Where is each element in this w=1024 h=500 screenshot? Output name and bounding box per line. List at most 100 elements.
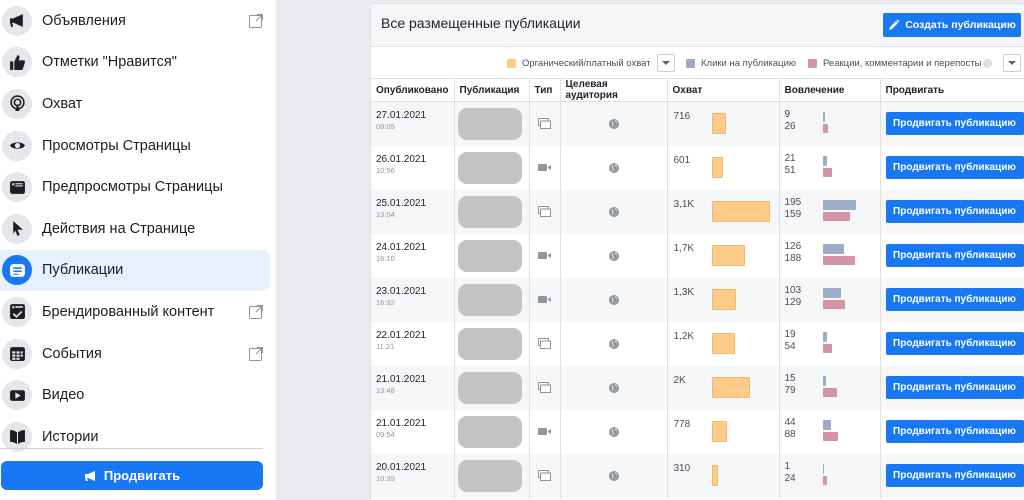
- engagement-cell: 44 88: [779, 409, 881, 454]
- sidebar-item-0[interactable]: Объявления: [0, 0, 276, 42]
- info-icon[interactable]: i: [983, 59, 993, 68]
- sidebar-item-10[interactable]: Истории: [0, 416, 276, 458]
- table-row[interactable]: 27.01.2021 08:05 716 9 26 Продвигать публикац…: [371, 101, 1024, 146]
- table-row[interactable]: 26.01.2021 10:56 601 21 51 Продвигать публика…: [371, 145, 1024, 190]
- card-header: Все размещенные публикации Создать публи…: [371, 4, 1024, 47]
- engagement-dropdown[interactable]: [1003, 54, 1021, 72]
- post-thumbnail[interactable]: [457, 459, 522, 492]
- boost-post-button[interactable]: Продвигать публикацию: [885, 332, 1024, 355]
- branded-content-icon: [2, 296, 32, 327]
- reactions-bar: [822, 124, 828, 133]
- reach-dropdown[interactable]: [657, 54, 675, 72]
- promote-button[interactable]: Продвигать: [1, 461, 263, 490]
- reach-bar: [711, 156, 723, 178]
- audience-cell: [560, 145, 668, 190]
- table-row[interactable]: 22.01.2021 11:21 1,2K 19 54 Продвигать публик…: [371, 321, 1024, 366]
- post-cell[interactable]: [454, 277, 530, 322]
- post-thumbnail[interactable]: [457, 327, 522, 360]
- globe-icon: [566, 382, 662, 393]
- publish-date: 22.01.2021: [376, 330, 427, 341]
- clicks-bar: [822, 331, 827, 342]
- publish-time: 16:32: [376, 298, 395, 307]
- col-published[interactable]: Опубликовано: [371, 79, 455, 102]
- published-cell: 27.01.2021 08:05: [371, 101, 455, 146]
- audience-cell: [560, 409, 668, 454]
- sidebar-item-4[interactable]: Предпросмотры Страницы: [0, 166, 276, 208]
- table-row[interactable]: 24.01.2021 16:10 1,7K 126 188 Продвигать публ…: [371, 233, 1024, 278]
- post-thumbnail[interactable]: [457, 371, 522, 404]
- boost-post-button[interactable]: Продвигать публикацию: [885, 156, 1024, 179]
- post-cell[interactable]: [454, 321, 530, 366]
- boost-post-button[interactable]: Продвигать публикацию: [885, 376, 1024, 399]
- post-thumbnail[interactable]: [457, 239, 522, 272]
- post-cell[interactable]: [454, 101, 530, 146]
- table-row[interactable]: 21.01.2021 09:54 778 44 88 Продвигать публика…: [371, 409, 1024, 454]
- create-post-button[interactable]: Создать публикацию: [883, 13, 1021, 37]
- post-thumbnail[interactable]: [457, 283, 522, 316]
- post-cell[interactable]: [454, 453, 530, 498]
- clicks-value: 1: [784, 460, 791, 472]
- publish-time: 10:39: [376, 474, 395, 483]
- external-link-icon[interactable]: [248, 304, 264, 320]
- engagement-cell: 9 26: [779, 101, 881, 146]
- audience-cell: [560, 101, 668, 146]
- col-engagement[interactable]: Вовлечение: [779, 79, 881, 102]
- boost-post-button[interactable]: Продвигать публикацию: [885, 464, 1024, 487]
- reach-bar: [711, 244, 745, 266]
- type-cell: [529, 321, 561, 366]
- table-row[interactable]: 25.01.2021 13:04 3,1K 195 159 Продвигать публ…: [371, 189, 1024, 234]
- reach-cell: 3,1K: [667, 189, 780, 234]
- globe-icon: [566, 206, 662, 217]
- boost-post-button[interactable]: Продвигать публикацию: [885, 244, 1024, 267]
- post-cell[interactable]: [454, 409, 530, 454]
- sidebar-item-1[interactable]: Отметки "Нравится": [0, 42, 276, 84]
- type-cell: [529, 277, 561, 322]
- post-cell[interactable]: [454, 145, 530, 190]
- col-audience[interactable]: Целевая аудитория: [560, 79, 668, 102]
- sidebar-item-8[interactable]: События: [0, 333, 276, 375]
- boost-post-button[interactable]: Продвигать публикацию: [885, 288, 1024, 311]
- published-cell: 21.01.2021 13:48: [371, 365, 455, 410]
- table-row[interactable]: 20.01.2021 10:39 310 1 24 Продвигать публикац…: [371, 453, 1024, 498]
- reach-bar: [711, 288, 736, 310]
- external-link-icon[interactable]: [248, 346, 264, 362]
- boost-post-button[interactable]: Продвигать публикацию: [885, 112, 1024, 136]
- table-row[interactable]: 23.01.2021 16:32 1,3K 103 129 Продвигать публ…: [371, 277, 1024, 322]
- sidebar-item-label: Предпросмотры Страницы: [42, 179, 223, 196]
- reach-value: 2K: [673, 374, 686, 386]
- album-icon: [535, 338, 555, 349]
- sidebar-item-3[interactable]: Просмотры Страницы: [0, 125, 276, 167]
- boost-post-button[interactable]: Продвигать публикацию: [885, 200, 1024, 223]
- post-thumbnail[interactable]: [457, 415, 522, 448]
- boost-post-button[interactable]: Продвигать публикацию: [885, 420, 1024, 443]
- clicks-value: 44: [784, 416, 796, 428]
- sidebar-item-5[interactable]: Действия на Странице: [0, 208, 276, 250]
- reactions-bar: [822, 167, 832, 177]
- post-cell[interactable]: [454, 189, 530, 234]
- post-thumbnail[interactable]: [457, 151, 522, 184]
- sidebar-item-6[interactable]: Публикации: [0, 249, 270, 292]
- sidebar-item-7[interactable]: Брендированный контент: [0, 291, 276, 333]
- sidebar-item-2[interactable]: Охват: [0, 83, 276, 125]
- external-link-icon[interactable]: [248, 13, 264, 29]
- reactions-value: 51: [784, 164, 796, 176]
- publish-time: 16:10: [376, 254, 395, 263]
- audience-cell: [560, 277, 668, 322]
- boost-cell: Продвигать публикацию: [880, 409, 1024, 454]
- publish-date: 24.01.2021: [376, 242, 427, 253]
- col-reach[interactable]: Охват: [667, 79, 780, 102]
- publish-time: 13:04: [376, 210, 395, 219]
- post-thumbnail[interactable]: [457, 107, 522, 140]
- type-cell: [529, 365, 561, 410]
- type-cell: [529, 189, 561, 234]
- post-cell[interactable]: [454, 233, 530, 278]
- clicks-value: 19: [784, 328, 796, 340]
- post-thumbnail[interactable]: [457, 195, 522, 228]
- col-type[interactable]: Тип: [529, 79, 561, 102]
- col-post[interactable]: Публикация: [454, 79, 530, 102]
- video-camera-icon: [535, 162, 555, 173]
- post-cell[interactable]: [454, 365, 530, 410]
- legend-label-reactions: Реакции, комментарии и перепосты: [823, 58, 982, 69]
- table-row[interactable]: 21.01.2021 13:48 2K 15 79 Продвигать публикац…: [371, 365, 1024, 410]
- sidebar-item-9[interactable]: Видео: [0, 374, 276, 416]
